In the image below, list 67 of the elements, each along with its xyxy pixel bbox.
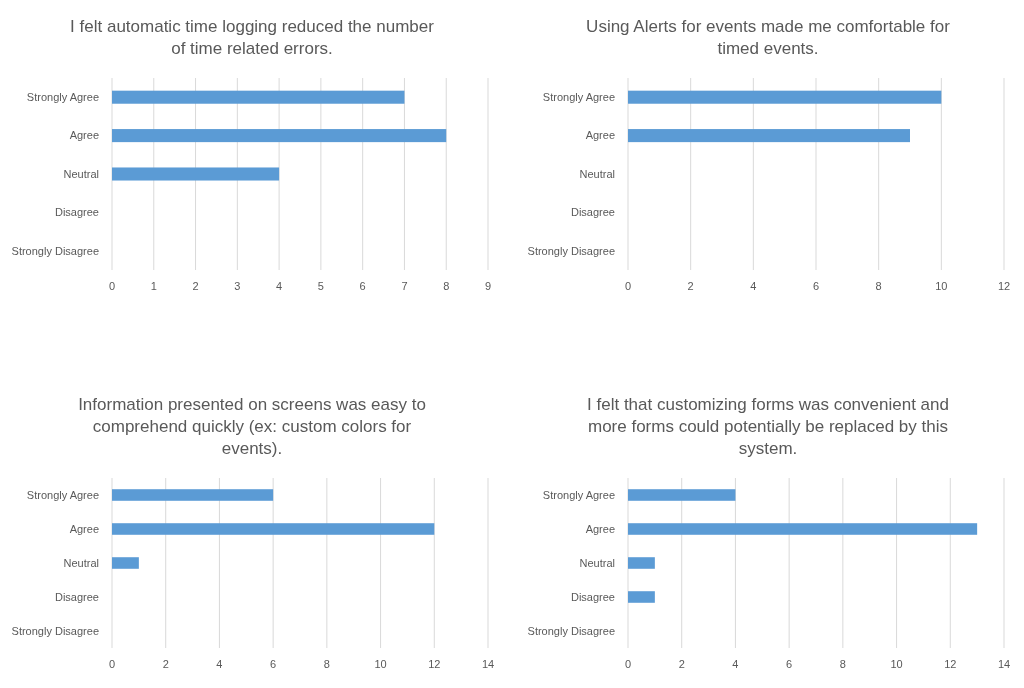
x-tick-label: 10 (935, 280, 948, 292)
x-tick-label: 14 (481, 658, 495, 670)
x-tick-label: 6 (812, 280, 820, 292)
bar (112, 489, 274, 501)
x-tick-label: 4 (732, 658, 739, 670)
bar (628, 591, 655, 603)
y-tick-label: Disagree (570, 206, 615, 219)
y-tick-label: Strongly Disagree (11, 624, 99, 637)
y-tick-label: Strongly Agree (542, 91, 615, 104)
chart-title: I felt that customizing forms was convenient and more forms could potentially be replaced by this system. (587, 395, 949, 458)
x-tick-label: 4 (750, 280, 757, 292)
y-tick-label: Neutral (579, 167, 615, 180)
x-tick-label: 8 (323, 658, 330, 670)
y-tick-label: Disagree (54, 590, 99, 603)
x-tick-label: 2 (687, 280, 694, 292)
x-tick-label: 1 (150, 280, 157, 292)
x-tick-label: 4 (216, 658, 223, 670)
x-tick-label: 0 (108, 280, 116, 292)
x-tick-label: 0 (108, 658, 116, 670)
y-tick-label: Strongly Disagree (527, 624, 615, 637)
x-tick-label: 2 (162, 658, 169, 670)
x-tick-label: 12 (997, 280, 1011, 292)
y-tick-label: Agree (585, 522, 615, 535)
y-tick-label: Strongly Disagree (11, 244, 99, 257)
x-tick-label: 7 (401, 280, 408, 292)
bar (112, 129, 447, 143)
bar (112, 523, 435, 535)
bar (628, 557, 655, 569)
bar (112, 167, 280, 181)
x-tick-label: 10 (374, 658, 387, 670)
x-tick-label: 9 (484, 280, 492, 292)
y-tick-label: Strongly Agree (542, 488, 615, 501)
chart-title: Information presented on screens was easy to comprehend quickly (ex: custom colors for events). (78, 395, 426, 458)
chart-title: I felt automatic time logging reduced the number of time related errors. (70, 17, 435, 58)
x-tick-label: 14 (997, 658, 1011, 670)
x-tick-label: 0 (624, 658, 632, 670)
x-tick-label: 3 (234, 280, 241, 292)
y-tick-label: Strongly Agree (26, 488, 99, 501)
bar (628, 523, 978, 535)
x-tick-label: 2 (678, 658, 685, 670)
y-tick-label: Neutral (63, 167, 99, 180)
x-tick-label: 12 (428, 658, 441, 670)
x-tick-label: 8 (839, 658, 846, 670)
y-tick-label: Neutral (579, 556, 615, 569)
chart-title: Using Alerts for events made me comfortable for timed events. (586, 17, 951, 58)
bar (112, 557, 139, 569)
x-tick-label: 8 (443, 280, 450, 292)
x-tick-label: 8 (875, 280, 882, 292)
y-tick-label: Strongly Agree (26, 91, 99, 104)
y-tick-label: Disagree (570, 590, 615, 603)
bar (628, 489, 736, 501)
y-tick-label: Agree (69, 522, 99, 535)
x-tick-label: 2 (192, 280, 199, 292)
x-tick-label: 6 (270, 658, 277, 670)
x-tick-label: 10 (890, 658, 903, 670)
x-tick-label: 5 (317, 280, 324, 292)
y-tick-label: Agree (585, 129, 615, 142)
x-tick-label: 6 (786, 658, 793, 670)
y-tick-label: Strongly Disagree (527, 244, 615, 257)
y-tick-label: Neutral (63, 556, 99, 569)
x-tick-label: 12 (944, 658, 957, 670)
x-tick-label: 6 (359, 280, 366, 292)
bar (112, 90, 405, 104)
y-tick-label: Agree (69, 129, 99, 142)
x-tick-label: 0 (624, 280, 632, 292)
x-tick-label: 4 (276, 280, 283, 292)
y-tick-label: Disagree (54, 206, 99, 219)
